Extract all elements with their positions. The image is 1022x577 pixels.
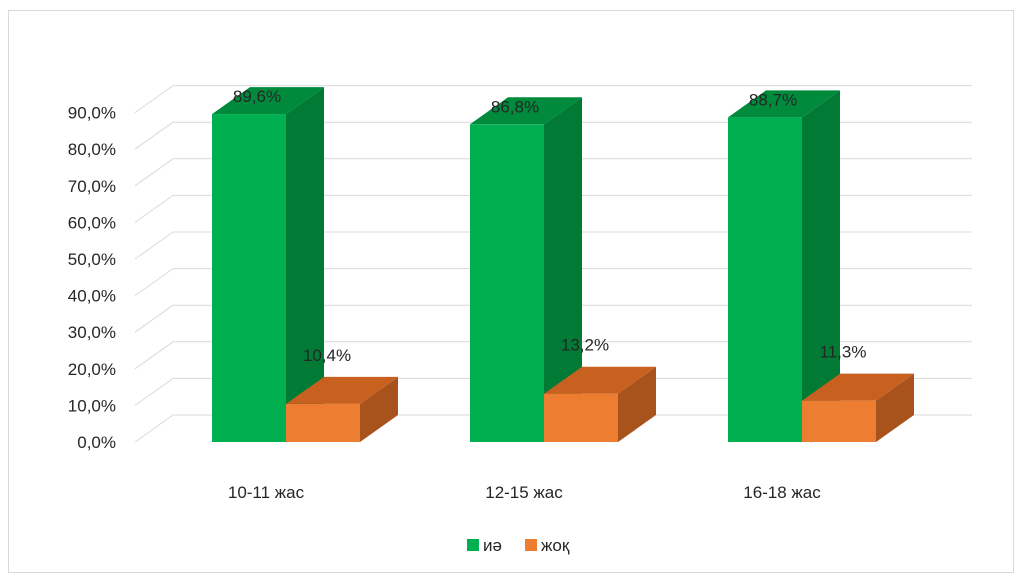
- y-tick-label: 50,0%: [68, 250, 116, 269]
- bar-side-иә: [544, 97, 582, 442]
- legend-label: жоқ: [541, 536, 570, 555]
- gridline-diagonal: [134, 194, 174, 223]
- data-label: 86,8%: [491, 97, 539, 116]
- bar-side-иә: [802, 90, 840, 442]
- data-label: 88,7%: [749, 90, 797, 109]
- legend-label: иә: [483, 536, 502, 555]
- gridline-diagonal: [134, 304, 174, 333]
- legend-swatch-жоқ: [525, 539, 537, 551]
- data-label: 89,6%: [233, 87, 281, 106]
- gridline-diagonal: [134, 377, 174, 406]
- bar-иә: [470, 124, 544, 442]
- y-tick-label: 90,0%: [68, 104, 116, 123]
- bar-top-жоқ: [286, 376, 398, 404]
- y-tick-label: 0,0%: [77, 433, 116, 452]
- category-label: 12-15 жас: [485, 483, 563, 502]
- data-label: 11,3%: [820, 343, 867, 362]
- category-label: 10-11 жас: [228, 483, 305, 502]
- y-tick-label: 80,0%: [68, 140, 116, 159]
- gridline-diagonal: [134, 414, 174, 443]
- bar-side-жоқ: [876, 373, 914, 442]
- y-tick-label: 70,0%: [68, 177, 116, 196]
- gridline-diagonal: [134, 158, 174, 187]
- data-label: 10,4%: [303, 346, 351, 365]
- y-tick-label: 10,0%: [68, 396, 116, 415]
- gridline-diagonal: [134, 268, 174, 297]
- y-tick-label: 40,0%: [68, 287, 116, 306]
- gridline-diagonal: [134, 231, 174, 260]
- gridline-diagonal: [134, 121, 174, 150]
- bar-жоқ: [544, 393, 618, 442]
- y-tick-label: 30,0%: [68, 323, 116, 342]
- bar-top-жоқ: [544, 366, 656, 394]
- data-label: 13,2%: [561, 336, 609, 355]
- bar-жоқ: [286, 403, 360, 442]
- bar-side-жоқ: [618, 366, 656, 442]
- bar-top-иә: [728, 90, 840, 118]
- bar-top-иә: [470, 97, 582, 125]
- bar-иә: [212, 114, 286, 443]
- y-tick-label: 60,0%: [68, 213, 116, 232]
- bar-иә: [728, 117, 802, 442]
- category-label: 16-18 жас: [743, 483, 821, 502]
- bar-top-иә: [212, 87, 324, 115]
- bar-top-жоқ: [802, 373, 914, 401]
- gridline-diagonal: [134, 85, 174, 114]
- bar-side-жоқ: [360, 376, 398, 442]
- y-tick-label: 20,0%: [68, 360, 116, 379]
- legend-swatch-иә: [467, 539, 479, 551]
- bar-side-иә: [286, 87, 324, 443]
- gridline-diagonal: [134, 341, 174, 370]
- bar-жоқ: [802, 400, 876, 442]
